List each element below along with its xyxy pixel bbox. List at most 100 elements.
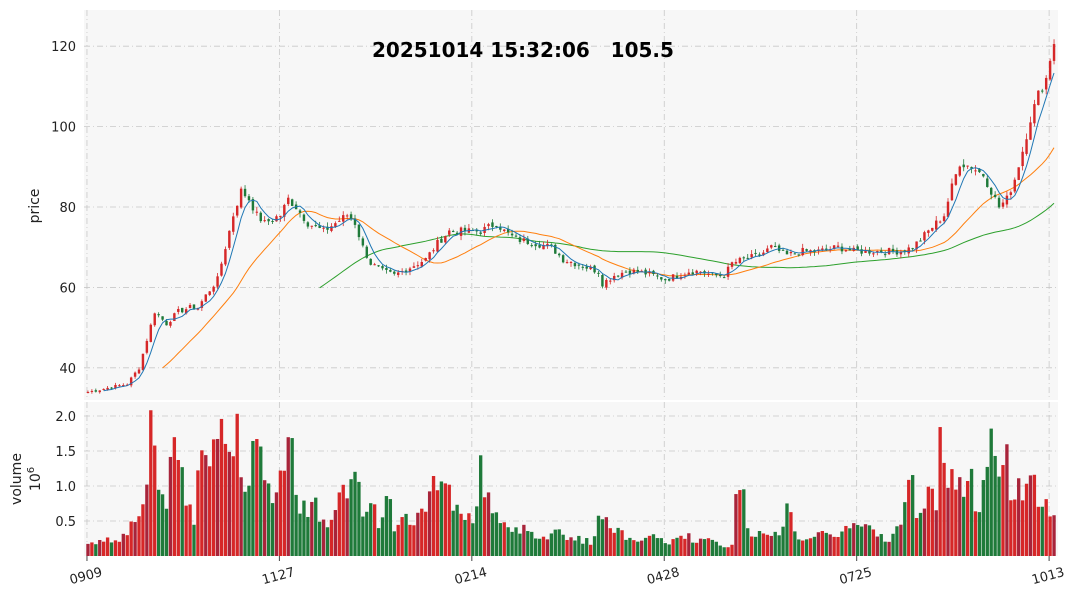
volume-bar — [565, 539, 569, 556]
candle-body — [616, 275, 620, 277]
candle-body — [224, 249, 227, 265]
candle-body — [675, 275, 679, 279]
candle-body — [283, 204, 286, 217]
volume-tick-label: 2.0 — [55, 410, 76, 425]
candle-body — [310, 225, 314, 227]
volume-exponent-base: 10 — [28, 473, 44, 491]
volume-bar — [231, 456, 235, 556]
candle-body — [377, 265, 380, 267]
volume-bar — [789, 512, 793, 556]
candle-body — [357, 224, 361, 238]
volume-bar — [365, 511, 369, 556]
candle-body — [353, 218, 357, 225]
volume-bar — [907, 479, 911, 556]
volume-bar — [969, 468, 974, 556]
candle-body — [522, 238, 526, 241]
candle-body — [876, 251, 879, 253]
volume-bar — [840, 531, 844, 556]
candle-body — [180, 307, 184, 313]
volume-bar — [1040, 506, 1044, 556]
volume-bar — [632, 540, 636, 556]
candle-body — [318, 225, 321, 229]
candle-body — [247, 196, 251, 201]
volume-bar — [329, 519, 334, 556]
volume-bar — [490, 513, 495, 556]
candle-body — [451, 231, 455, 233]
volume-bar — [310, 501, 314, 556]
volume-bar — [749, 536, 754, 556]
volume-bar — [227, 451, 232, 556]
volume-bar — [918, 512, 923, 556]
candle-body — [887, 248, 891, 255]
chart-title: 20251014 15:32:06 105.5 — [372, 38, 674, 62]
candle-body — [416, 265, 420, 267]
volume-bar — [282, 470, 286, 556]
volume-exponent-power: 6 — [26, 467, 37, 473]
volume-bar — [435, 490, 440, 556]
candle-body — [149, 324, 153, 342]
volume-bar — [730, 544, 734, 556]
candle-body — [923, 232, 926, 241]
candle-body — [546, 243, 549, 246]
volume-bar — [977, 512, 982, 556]
volume-bar — [475, 506, 479, 556]
volume-bar — [274, 492, 279, 556]
volume-bar — [486, 492, 491, 556]
ma-long-path — [319, 202, 1055, 289]
volume-bar — [451, 510, 455, 556]
candle-body — [385, 268, 388, 270]
candle-body — [290, 199, 294, 206]
volume-bar — [549, 533, 554, 556]
candle-body — [612, 275, 616, 281]
volume-bar — [270, 503, 275, 556]
candle-body — [412, 266, 416, 268]
candle-body — [840, 246, 844, 252]
volume-bar — [447, 484, 451, 556]
volume-bar — [761, 533, 766, 556]
candle-body — [699, 271, 702, 273]
ma-long-line — [319, 202, 1055, 289]
volume-bar — [471, 523, 475, 556]
price-grid — [84, 10, 1058, 400]
volume-bar — [133, 522, 137, 556]
volume-tick-label: 0.5 — [55, 515, 76, 530]
volume-bar — [333, 510, 338, 556]
candle-body — [766, 248, 769, 253]
candle-body — [153, 313, 156, 326]
candle-body — [86, 391, 90, 393]
candle-body — [671, 274, 675, 281]
volume-bar — [506, 527, 510, 556]
candle-body — [479, 232, 482, 234]
volume-bar — [533, 538, 538, 556]
volume-bar — [832, 536, 836, 556]
volume-bars — [86, 410, 1056, 556]
candle-body — [609, 280, 612, 282]
volume-bar — [141, 504, 145, 556]
volume-bar — [239, 477, 243, 556]
candle-body — [982, 173, 985, 177]
candle-body — [907, 247, 910, 254]
volume-bar — [1017, 478, 1021, 556]
volume-bar — [1013, 499, 1017, 556]
volume-bar — [1032, 474, 1037, 556]
candle-body — [1044, 77, 1048, 90]
candle-body — [1029, 122, 1032, 140]
volume-bar — [604, 517, 609, 556]
candle-body — [719, 275, 722, 277]
candle-body — [475, 229, 478, 232]
volume-bar — [196, 470, 200, 556]
candle-body — [636, 269, 639, 272]
candle-body — [868, 250, 871, 254]
volume-panel: 0.5 1.0 1.5 2.0 volume 106 — [9, 402, 1058, 556]
candle-body — [938, 221, 942, 223]
candle-body — [243, 188, 247, 197]
volume-bar — [804, 539, 809, 556]
volume-bar — [942, 462, 946, 556]
candle-body — [118, 385, 121, 387]
volume-bar — [369, 503, 373, 556]
volume-bar — [683, 538, 687, 556]
candle-body — [184, 309, 188, 314]
candle-body — [396, 272, 400, 275]
candle-body — [762, 252, 765, 256]
candle-body — [758, 254, 761, 256]
